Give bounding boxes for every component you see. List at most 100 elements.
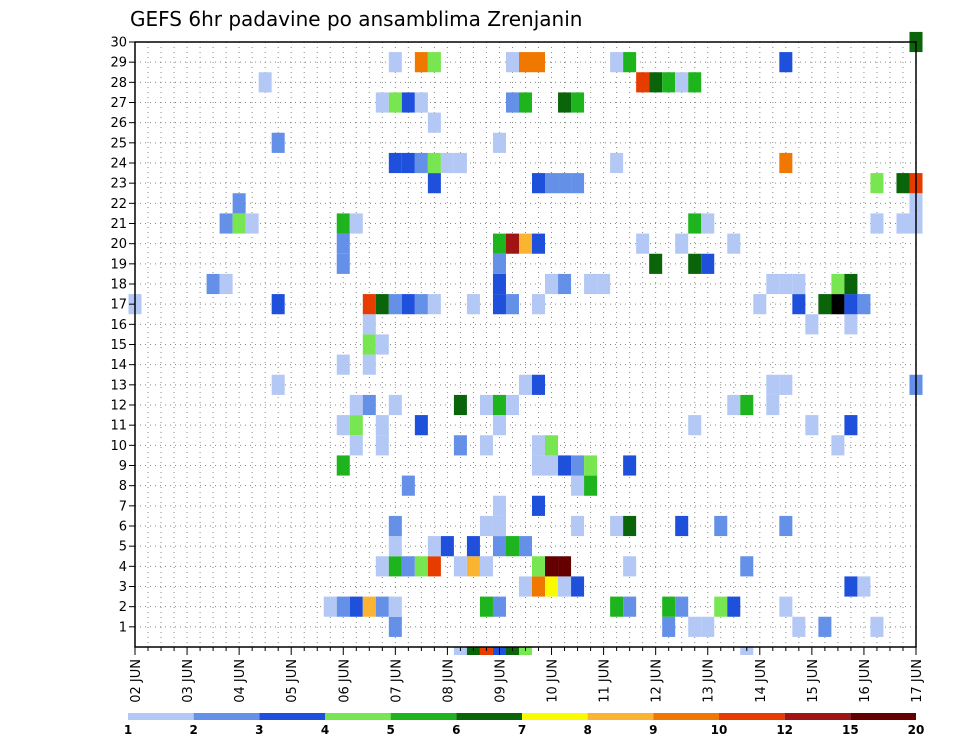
y-tick-label: 26 — [110, 116, 127, 131]
data-cell — [492, 394, 506, 416]
data-cell — [584, 455, 598, 476]
legend-swatch — [456, 713, 522, 720]
x-tick-label: 06 JUN — [337, 659, 352, 703]
data-cell — [336, 354, 350, 375]
data-cell — [558, 173, 572, 194]
y-tick-label: 23 — [110, 177, 127, 192]
data-cell — [492, 536, 506, 557]
data-cell — [870, 213, 884, 234]
chart-title: GEFS 6hr padavine po ansamblima Zrenjani… — [130, 7, 582, 31]
y-tick-label: 1 — [119, 620, 127, 635]
data-cell — [427, 294, 441, 315]
data-cell — [375, 294, 389, 315]
data-cell — [349, 213, 363, 234]
data-cell — [388, 515, 402, 537]
legend-label: 1 — [124, 723, 132, 737]
data-cell — [492, 294, 506, 315]
data-cell — [414, 92, 428, 113]
data-cell — [479, 556, 493, 577]
data-cell — [675, 515, 689, 537]
data-cell — [466, 294, 480, 315]
data-cell — [518, 576, 533, 597]
data-cell — [766, 394, 780, 416]
data-cell — [375, 415, 389, 436]
data-cells — [128, 31, 923, 637]
x-tick-label: 04 JUN — [233, 659, 248, 703]
data-cell — [623, 455, 637, 476]
y-tick-label: 3 — [119, 580, 127, 595]
data-cell — [571, 455, 585, 476]
data-cell — [675, 596, 689, 617]
data-cell — [818, 294, 832, 315]
data-cell — [714, 515, 728, 537]
data-cell — [271, 294, 285, 315]
data-cell — [414, 294, 428, 315]
data-cell — [896, 213, 910, 234]
data-cell — [532, 294, 546, 315]
legend-swatch — [719, 713, 785, 720]
x-axis: 02 JUN 03 JUN 04 JUN 05 JUN 06 JUN 07 JUN 08 J… — [129, 647, 925, 703]
y-tick-label: 2 — [119, 600, 127, 615]
data-cell — [805, 415, 819, 436]
data-cell — [479, 515, 493, 537]
data-cell — [532, 576, 546, 597]
data-cell — [388, 616, 402, 637]
data-cell — [505, 536, 519, 557]
data-cell — [792, 294, 806, 315]
data-cell — [844, 415, 858, 436]
data-cell — [401, 92, 415, 113]
data-cell — [831, 435, 845, 456]
data-cell — [492, 415, 506, 436]
x-tick-label: 05 JUN — [285, 659, 300, 703]
data-cell — [349, 596, 363, 617]
data-cell — [479, 394, 493, 416]
data-cell — [688, 72, 702, 93]
legend-label: 7 — [518, 723, 526, 737]
y-tick-label: 24 — [110, 157, 127, 172]
legend-label: 6 — [452, 723, 460, 737]
data-cell — [688, 415, 702, 436]
data-cell — [857, 294, 871, 315]
data-cell — [701, 253, 715, 274]
x-tick-label: 09 JUN — [493, 659, 508, 703]
data-cell — [388, 152, 402, 174]
data-cell — [844, 576, 858, 597]
data-cell — [675, 72, 689, 93]
data-cell — [362, 354, 376, 375]
y-tick-label: 16 — [110, 318, 127, 333]
data-cell — [623, 52, 637, 73]
data-cell — [388, 596, 402, 617]
data-cell — [610, 52, 624, 73]
data-cell — [271, 374, 285, 395]
data-cell — [545, 556, 559, 577]
legend-label: 8 — [583, 723, 591, 737]
data-cell — [401, 152, 415, 174]
data-cell — [532, 233, 546, 254]
data-cell — [362, 294, 376, 315]
data-cell — [349, 435, 363, 456]
x-tick-label: 07 JUN — [389, 659, 404, 703]
data-cell — [584, 475, 598, 496]
data-cell — [688, 213, 702, 234]
data-cell — [558, 556, 572, 577]
y-tick-label: 15 — [110, 338, 127, 353]
data-cell — [492, 495, 506, 516]
y-tick-label: 6 — [119, 520, 127, 535]
data-cell — [388, 294, 402, 315]
data-cell — [558, 273, 572, 295]
data-cell — [375, 435, 389, 456]
data-cell — [466, 556, 480, 577]
data-cell — [779, 52, 793, 73]
y-tick-label: 4 — [119, 560, 127, 575]
data-cell — [532, 495, 546, 516]
data-cell — [831, 294, 845, 315]
legend-swatch — [522, 713, 588, 720]
data-cell — [336, 213, 350, 234]
data-cell — [453, 394, 467, 416]
x-tick-label: 12 JUN — [650, 659, 665, 703]
data-cell — [466, 536, 480, 557]
legend-swatch — [653, 713, 719, 720]
data-cell — [545, 273, 559, 295]
data-cell — [831, 273, 845, 295]
